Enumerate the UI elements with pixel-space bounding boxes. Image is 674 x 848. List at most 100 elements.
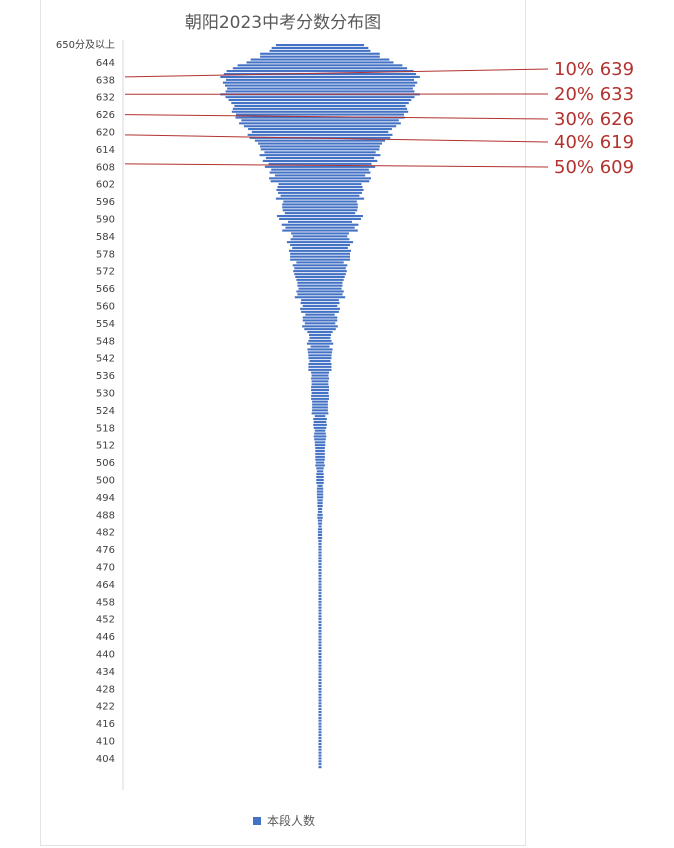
y-tick-label-542: 542 [96, 354, 115, 365]
bar-553 [302, 325, 338, 328]
bar-631 [228, 99, 412, 102]
bar-577 [290, 255, 350, 258]
percentile-line-609 [124, 163, 549, 168]
bar-475 [318, 551, 322, 554]
bar-452 [318, 618, 322, 621]
bar-534 [311, 380, 329, 383]
bar-528 [311, 397, 329, 400]
bar-507 [315, 458, 325, 461]
bar-422 [318, 705, 322, 708]
bar-582 [286, 241, 354, 244]
bar-504 [316, 467, 324, 470]
bar-587 [285, 226, 355, 229]
bar-578 [290, 252, 350, 255]
y-tick-label-518: 518 [96, 423, 115, 434]
bar-559 [300, 307, 340, 310]
y-tick-label-422: 422 [96, 702, 115, 713]
bar-646 [260, 55, 380, 58]
bar-419 [318, 713, 322, 716]
bar-425 [318, 696, 322, 699]
y-tick-label-626: 626 [96, 110, 115, 121]
bar-450 [318, 624, 322, 627]
bar-555 [302, 319, 338, 322]
bar-571 [294, 273, 346, 276]
bar-519 [313, 423, 327, 426]
y-tick-label-608: 608 [96, 162, 115, 173]
bar-612 [259, 154, 381, 157]
legend-swatch [253, 816, 261, 825]
bar-592 [284, 212, 356, 215]
bar-449 [318, 626, 322, 629]
bar-537 [311, 371, 329, 374]
bar-515 [313, 435, 327, 438]
bar-463 [318, 586, 322, 589]
bar-623 [239, 122, 401, 125]
bar-542 [308, 357, 332, 360]
bar-565 [296, 290, 344, 293]
bar-585 [291, 232, 349, 235]
bar-454 [318, 612, 322, 615]
y-tick-label-536: 536 [96, 371, 115, 382]
bar-464 [318, 583, 322, 586]
y-tick-label-548: 548 [96, 336, 115, 347]
bar-617 [254, 139, 386, 142]
y-tick-label-494: 494 [96, 493, 115, 504]
bar-643 [237, 64, 403, 67]
bar-444 [318, 641, 322, 644]
bar-421 [318, 708, 322, 711]
bar-485 [317, 522, 323, 525]
percentile-label-626: 30% 626 [554, 109, 635, 130]
bar-604 [269, 177, 371, 180]
bar-496 [316, 490, 324, 493]
bar-441 [318, 650, 322, 653]
bar-535 [311, 377, 329, 380]
bar-588 [281, 223, 359, 226]
bar-620 [251, 130, 389, 133]
bar-543 [308, 354, 332, 357]
bar-405 [318, 754, 322, 757]
bar-472 [318, 560, 322, 563]
bar-439 [318, 655, 322, 658]
bar-603 [270, 180, 370, 183]
bar-557 [305, 313, 335, 316]
bar-427 [318, 690, 322, 693]
bar-431 [318, 679, 322, 682]
y-tick-label-596: 596 [96, 197, 115, 208]
bar-406 [318, 751, 322, 754]
bar-609 [268, 162, 372, 165]
bar-532 [311, 386, 329, 389]
bar-639 [220, 75, 420, 78]
bar-640 [223, 73, 417, 76]
percentile-label-609: 50% 609 [554, 157, 635, 178]
bar-581 [290, 244, 350, 247]
bar-465 [318, 580, 322, 583]
bar-402 [318, 763, 322, 766]
bar-518 [313, 426, 327, 429]
bar-638 [226, 78, 414, 81]
bar-483 [317, 528, 323, 531]
bar-411 [318, 737, 322, 740]
y-tick-label-top: 650分及以上 [56, 39, 115, 51]
bar-540 [308, 362, 332, 365]
bar-512 [314, 444, 326, 447]
bar-527 [312, 400, 328, 403]
bar-438 [318, 658, 322, 661]
bar-530 [311, 391, 329, 394]
bar-647 [260, 52, 380, 55]
bar-607 [271, 168, 369, 171]
bar-409 [318, 742, 322, 745]
y-tick-label-452: 452 [96, 615, 115, 626]
bar-558 [301, 310, 339, 313]
y-tick-label-500: 500 [96, 476, 115, 487]
y-tick-label-602: 602 [96, 180, 115, 191]
bar-551 [307, 331, 333, 334]
bar-470 [318, 566, 322, 569]
bar-492 [317, 502, 323, 505]
bar-561 [300, 302, 340, 305]
bar-648 [269, 49, 371, 52]
bar-644 [246, 61, 394, 64]
bar-616 [258, 142, 382, 145]
y-tick-label-530: 530 [96, 389, 115, 400]
bar-544 [307, 351, 333, 354]
bar-443 [318, 644, 322, 647]
